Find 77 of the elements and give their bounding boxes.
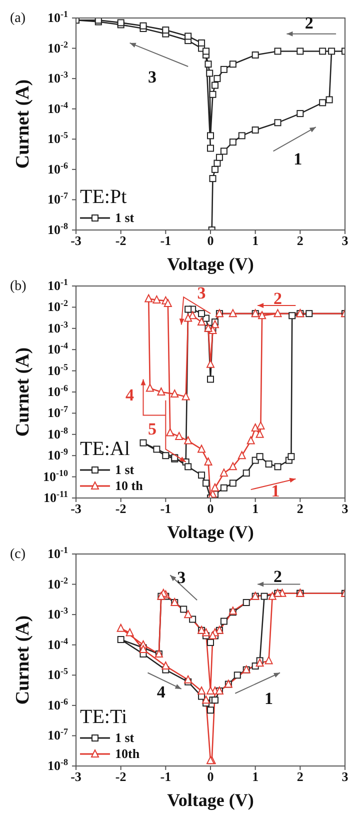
x-tick-label: -1	[160, 501, 172, 516]
y-tick-label: 10$^{-7}$	[48, 404, 68, 420]
y-tick-label: 10$^{-8}$	[48, 757, 68, 773]
annotation: 3	[177, 568, 186, 587]
x-axis-title: Voltage (V)	[167, 254, 254, 274]
y-tick-label: 10$^{-3}$	[48, 606, 68, 622]
y-tick-label: 10$^{-2}$	[48, 298, 68, 314]
y-tick-label: 10$^{-4}$	[48, 100, 68, 116]
x-tick-label: 3	[342, 769, 349, 784]
y-tick-label: 10$^{-5}$	[48, 130, 68, 146]
y-tick-label: 10$^{-6}$	[48, 383, 68, 399]
y-tick-label: 10$^{-4}$	[48, 636, 68, 652]
x-tick-label: 0	[207, 501, 214, 516]
legend-label: 10 th	[115, 478, 144, 493]
y-tick-label: 10$^{-11}$	[43, 489, 68, 505]
legend-label: 10th	[115, 746, 140, 761]
x-tick-label: -2	[115, 769, 126, 784]
annotation: 1	[264, 689, 274, 708]
x-tick-label: 2	[296, 501, 304, 516]
x-tick-label: -1	[160, 769, 172, 784]
annotation: 4	[126, 386, 135, 405]
x-tick-label: 2	[296, 769, 304, 784]
x-axis-title: Voltage (V)	[167, 522, 254, 542]
y-tick-label: 10$^{-1}$	[48, 9, 68, 25]
y-tick-label: 10$^{-3}$	[48, 70, 68, 86]
y-axis-title: Curnet (A)	[12, 79, 34, 169]
y-tick-label: 10$^{-2}$	[48, 575, 68, 592]
y-tick-label: 10$^{-8}$	[48, 425, 68, 442]
legend-title: TE:Ti	[80, 706, 128, 728]
y-tick-label: 10$^{-6}$	[48, 160, 68, 176]
y-tick-label: 10$^{-10}$	[43, 468, 68, 484]
x-tick-label: -2	[115, 233, 126, 248]
text: (b)	[10, 279, 27, 294]
x-tick-label: 3	[342, 233, 349, 248]
annotation: 2	[274, 567, 282, 586]
legend-label: 1 st	[115, 210, 135, 225]
y-tick-label: 10$^{-9}$	[48, 446, 68, 463]
x-axis-title: Voltage (V)	[167, 790, 254, 810]
y-tick-label: 10$^{-3}$	[48, 319, 68, 336]
x-tick-label: -3	[70, 769, 82, 784]
y-tick-label: 10$^{-5}$	[48, 666, 68, 682]
annotation: 4	[156, 682, 166, 702]
x-tick-label: 0	[207, 233, 214, 248]
legend-label: 1 st	[115, 730, 135, 745]
x-tick-label: -2	[115, 501, 126, 516]
annotation: 1	[271, 481, 280, 500]
y-tick-label: 10$^{-2}$	[48, 39, 68, 56]
x-tick-label: 1	[252, 769, 259, 784]
y-axis-title: Curnet (A)	[12, 347, 34, 437]
x-tick-label: 2	[296, 233, 304, 248]
text: (c)	[10, 547, 26, 562]
y-tick-label: 10$^{-1}$	[48, 277, 68, 293]
annotation: 3	[148, 67, 156, 86]
annotation: 5	[148, 420, 156, 439]
y-tick-label: 10$^{-6}$	[48, 696, 68, 712]
y-tick-label: 10$^{-7}$	[48, 726, 68, 743]
annotation: 3	[197, 283, 206, 302]
y-tick-label: 10$^{-1}$	[48, 545, 68, 561]
x-tick-label: 0	[207, 769, 214, 784]
x-tick-label: -1	[160, 233, 172, 248]
y-tick-label: 10$^{-7}$	[48, 190, 68, 207]
x-tick-label: -3	[70, 233, 82, 248]
x-tick-label: 1	[252, 233, 259, 248]
x-tick-label: -3	[70, 501, 82, 516]
legend-label: 1 st	[115, 462, 135, 477]
x-tick-label: 3	[342, 501, 349, 516]
y-tick-label: 10$^{-8}$	[48, 221, 68, 237]
y-tick-label: 10$^{-5}$	[48, 362, 68, 378]
legend-title: TE:Pt	[80, 186, 128, 208]
legend-title: TE:Al	[80, 438, 130, 460]
annotation: 1	[294, 149, 302, 168]
x-tick-label: 1	[252, 501, 259, 516]
y-axis-title: Curnet (A)	[12, 615, 34, 705]
annotation: 2	[304, 14, 314, 33]
annotation: 2	[274, 288, 282, 308]
y-tick-label: 10$^{-4}$	[48, 340, 68, 357]
text: (a)	[10, 11, 26, 26]
